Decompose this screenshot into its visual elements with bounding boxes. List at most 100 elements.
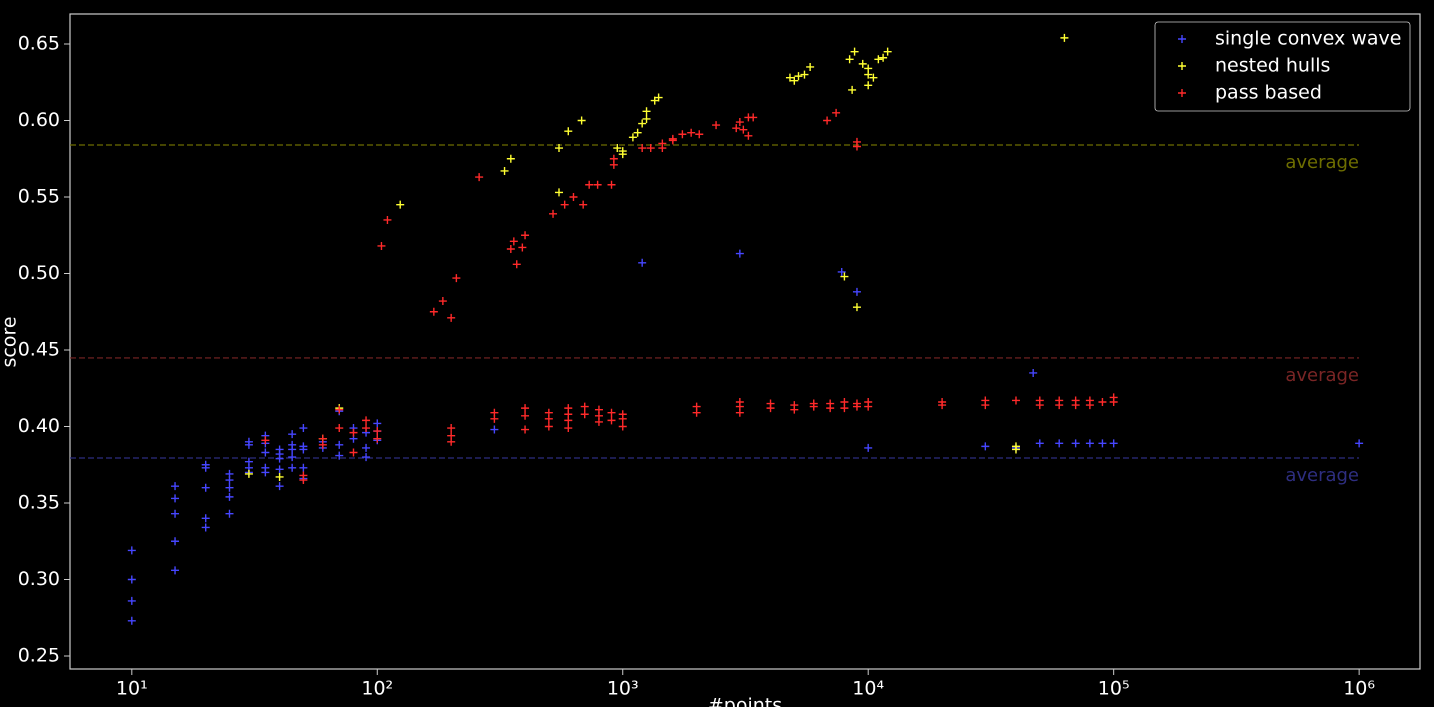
scatter-point [201,463,210,472]
average-label: average [1285,365,1359,386]
scatter-point [447,313,456,322]
scatter-point [580,402,589,411]
scatter-point [593,180,602,189]
scatter-point [1060,33,1069,42]
scatter-point [585,180,594,189]
scatter-point [1085,401,1094,410]
scatter-point [171,494,180,503]
scatter-point [362,424,371,433]
scatter-point [429,307,438,316]
x-tick-label: 10² [361,678,393,700]
scatter-point [580,410,589,419]
scatter-point [678,130,687,139]
scatter-point [794,72,803,81]
scatter-point [564,127,573,136]
scatter-point [1055,401,1064,410]
scatter-point [850,47,859,56]
scatter-point [518,243,527,252]
scatter-point [735,118,744,127]
scatter-point [852,142,861,151]
scatter-point [318,440,327,449]
y-axis-label: score [0,316,21,367]
scatter-point [869,73,878,82]
scatter-point [490,414,499,423]
scatter-point [288,445,297,454]
scatter-point [1035,439,1044,448]
scatter-point [618,147,627,156]
y-tick-label: 0.30 [18,568,60,590]
scatter-point [646,144,655,153]
scatter-point [555,144,564,153]
scatter-point [832,108,841,117]
scatter-point [579,200,588,209]
scatter-point [692,408,701,417]
scatter-point [544,414,553,423]
scatter-point [349,428,358,437]
legend-box [1154,21,1411,112]
scatter-point [654,93,663,102]
x-tick-label: 10⁵ [1098,678,1130,700]
scatter-point [735,249,744,258]
scatter-point [840,272,849,281]
scatter-point [1035,401,1044,410]
scatter-point [749,113,758,122]
scatter-point [225,509,234,518]
scatter-point [739,125,748,134]
scatter-point [171,566,180,575]
scatter-point [594,417,603,426]
scatter-point [790,76,799,85]
scatter-point [642,114,651,123]
scatter-point [874,55,883,64]
x-tick-label: 10¹ [116,678,148,700]
x-tick-label: 10³ [607,678,639,700]
scatter-point [127,596,136,605]
scatter-point [658,144,667,153]
scatter-point [618,422,627,431]
scatter-point [362,416,371,425]
scatter-point [1071,439,1080,448]
x-axis-label: #points [708,695,782,707]
scatter-point [766,404,775,413]
scatter-point [864,443,873,452]
scatter-point [638,144,647,153]
scatter-point [373,427,382,436]
scatter-point [383,215,392,224]
scatter-point [452,274,461,283]
scatter-point [981,401,990,410]
scatter-point [475,173,484,182]
scatter-point [607,408,616,417]
scatter-point [1109,398,1118,407]
scatter-point [785,73,794,82]
scatter-point [201,514,210,523]
scatter-point [335,451,344,460]
scatter-point [633,128,642,137]
scatter-point [858,59,867,68]
scatter-point [288,453,297,462]
scatter-point [823,116,832,125]
scatter-point [261,448,270,457]
scatter-point [509,237,518,246]
scatter-point [438,297,447,306]
scatter-point [171,537,180,546]
scatter-point [609,154,618,163]
scatter-point [299,463,308,472]
scatter-point [244,440,253,449]
scatter-point [638,258,647,267]
scatter-point [521,411,530,420]
x-tick-label: 10⁴ [852,678,884,700]
y-tick-label: 0.25 [18,644,60,666]
scatter-point [373,419,382,428]
scatter-point [732,124,741,133]
scatter-point [521,404,530,413]
scatter-point [864,81,873,90]
scatter-point [521,231,530,240]
scatter-point [569,192,578,201]
scatter-point [1055,439,1064,448]
y-tick-label: 0.45 [18,338,60,360]
scatter-point [687,128,696,137]
scatter-point [544,422,553,431]
scatter-point [618,414,627,423]
scatter-point [840,404,849,413]
scatter-point [1085,439,1094,448]
